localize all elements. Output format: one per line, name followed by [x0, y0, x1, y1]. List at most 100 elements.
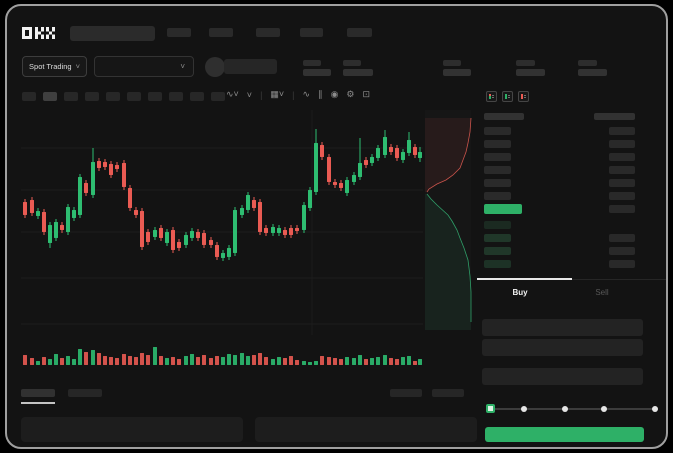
parallel-lines-icon[interactable]: ∥ [318, 89, 323, 99]
timeframe-chip[interactable] [64, 92, 78, 101]
timeframe-chip[interactable] [127, 92, 141, 101]
candle-body [308, 190, 312, 208]
orderbook-bid-amount-placeholder[interactable] [609, 234, 635, 242]
candle-body [418, 152, 422, 158]
volume-bar [159, 356, 163, 365]
orderbook-ask-amount-placeholder[interactable] [609, 179, 635, 187]
orderbook-ask-price-placeholder[interactable] [484, 127, 511, 135]
bottom-action-placeholder[interactable] [432, 389, 464, 397]
candle-body [376, 148, 380, 158]
volume-bar [364, 359, 368, 365]
amount-slider-track[interactable] [490, 408, 656, 410]
orderbook-view-asks-icon[interactable] [518, 91, 529, 102]
volume-bar [153, 347, 157, 365]
tab-sell[interactable]: Sell [595, 288, 609, 297]
indicators-grid-icon[interactable]: ▦˅ [270, 89, 285, 99]
orderbook-bid-amount-placeholder[interactable] [609, 260, 635, 268]
trendline-icon[interactable]: ∿ [302, 89, 311, 99]
orderbook-ask-price-placeholder[interactable] [484, 166, 511, 174]
bottom-tab-placeholder[interactable] [68, 389, 102, 397]
bottom-action-placeholder[interactable] [390, 389, 422, 397]
candle-body [202, 233, 206, 245]
price-input[interactable] [482, 319, 643, 336]
orderbook-view-both-icon[interactable] [486, 91, 497, 102]
amount-slider-stop[interactable] [652, 406, 658, 412]
candle-body [146, 232, 150, 242]
depth-panel-bg [425, 110, 471, 330]
timeframe-chip[interactable] [106, 92, 120, 101]
nav-item-placeholder[interactable] [167, 28, 191, 37]
candle-body [159, 228, 163, 238]
volume-bar [103, 356, 107, 365]
timeframe-chip[interactable] [211, 92, 225, 101]
orderbook-ask-price-placeholder[interactable] [484, 179, 511, 187]
candle-body [122, 163, 126, 187]
buy-order-button[interactable] [485, 427, 644, 442]
ticker-stat-label-placeholder [343, 60, 361, 66]
orderbook-ask-price-placeholder[interactable] [484, 140, 511, 148]
okx-logo[interactable] [22, 26, 55, 40]
amount-slider-stop[interactable] [562, 406, 568, 412]
orderbook-ask-amount-placeholder[interactable] [609, 127, 635, 135]
ticker-stat-value-placeholder [443, 69, 471, 76]
volume-bar [115, 358, 119, 365]
ticker-stat-label-placeholder [443, 60, 461, 66]
candle-body [407, 140, 411, 153]
chart-style-chevron-icon[interactable]: ˅ [246, 89, 253, 100]
fullscreen-icon[interactable]: ⊡ [362, 89, 371, 99]
market-chart-svg[interactable] [5, 4, 668, 449]
volume-bar [233, 355, 237, 365]
orderbook-ask-price-placeholder[interactable] [484, 153, 511, 161]
orderbook-ask-price-placeholder[interactable] [484, 192, 511, 200]
candle-body [48, 225, 52, 243]
ticker-stat-value-placeholder [343, 69, 373, 76]
total-input[interactable] [482, 368, 643, 385]
timeframe-chip[interactable] [43, 92, 57, 101]
amount-input[interactable] [482, 339, 643, 356]
volume-bar [97, 353, 101, 365]
tab-buy[interactable]: Buy [512, 288, 528, 297]
volume-bar [314, 361, 318, 365]
volume-bar [345, 357, 349, 365]
amount-slider-stop[interactable] [521, 406, 527, 412]
timeframe-chip[interactable] [190, 92, 204, 101]
timeframe-chip[interactable] [22, 92, 36, 101]
pair-select-dropdown[interactable]: ˅ [94, 56, 194, 77]
interval-zigzag-icon[interactable]: ∿˅ [226, 89, 239, 99]
nav-item-placeholder[interactable] [209, 28, 233, 37]
orderbook-ask-amount-placeholder[interactable] [609, 166, 635, 174]
settings-gear-icon[interactable]: ⚙ [346, 89, 355, 99]
candle-body [413, 147, 417, 155]
nav-item-placeholder[interactable] [347, 28, 372, 37]
buy-tab-active-indicator [477, 278, 572, 280]
volume-bar [122, 354, 126, 365]
orderbook-ask-amount-placeholder[interactable] [609, 192, 635, 200]
nav-item-placeholder[interactable] [300, 28, 323, 37]
timeframe-chip[interactable] [148, 92, 162, 101]
orderbook-bid-amount-placeholder[interactable] [609, 247, 635, 255]
orderbook-bid-price-placeholder[interactable] [484, 221, 511, 229]
timeframe-chip[interactable] [85, 92, 99, 101]
volume-bar [54, 354, 58, 365]
orderbook-bid-price-placeholder[interactable] [484, 247, 511, 255]
orderbook-bid-price-placeholder[interactable] [484, 260, 511, 268]
timeframe-chip[interactable] [169, 92, 183, 101]
orderbook-view-bids-icon[interactable] [502, 91, 513, 102]
depth-bids-area [425, 194, 471, 330]
candle-body [221, 253, 225, 258]
orderbook-bid-price-placeholder[interactable] [484, 234, 511, 242]
candle-body [153, 230, 157, 237]
orderbook-ask-amount-placeholder[interactable] [609, 140, 635, 148]
market-type-dropdown[interactable]: Spot Trading ˅ [22, 56, 87, 77]
amount-slider-handle[interactable] [486, 404, 495, 413]
orderbook-last-price-badge[interactable] [484, 204, 522, 214]
camera-icon[interactable]: ◉ [330, 89, 339, 99]
header-title-placeholder [70, 26, 155, 41]
orderbook-ask-amount-placeholder[interactable] [609, 153, 635, 161]
coin-avatar[interactable] [205, 57, 225, 77]
nav-item-placeholder[interactable] [256, 28, 280, 37]
bottom-tab-active-placeholder[interactable] [21, 389, 55, 397]
amount-slider-stop[interactable] [601, 406, 607, 412]
depth-asks-area [425, 118, 471, 192]
ticker-stat-value-placeholder [578, 69, 607, 76]
